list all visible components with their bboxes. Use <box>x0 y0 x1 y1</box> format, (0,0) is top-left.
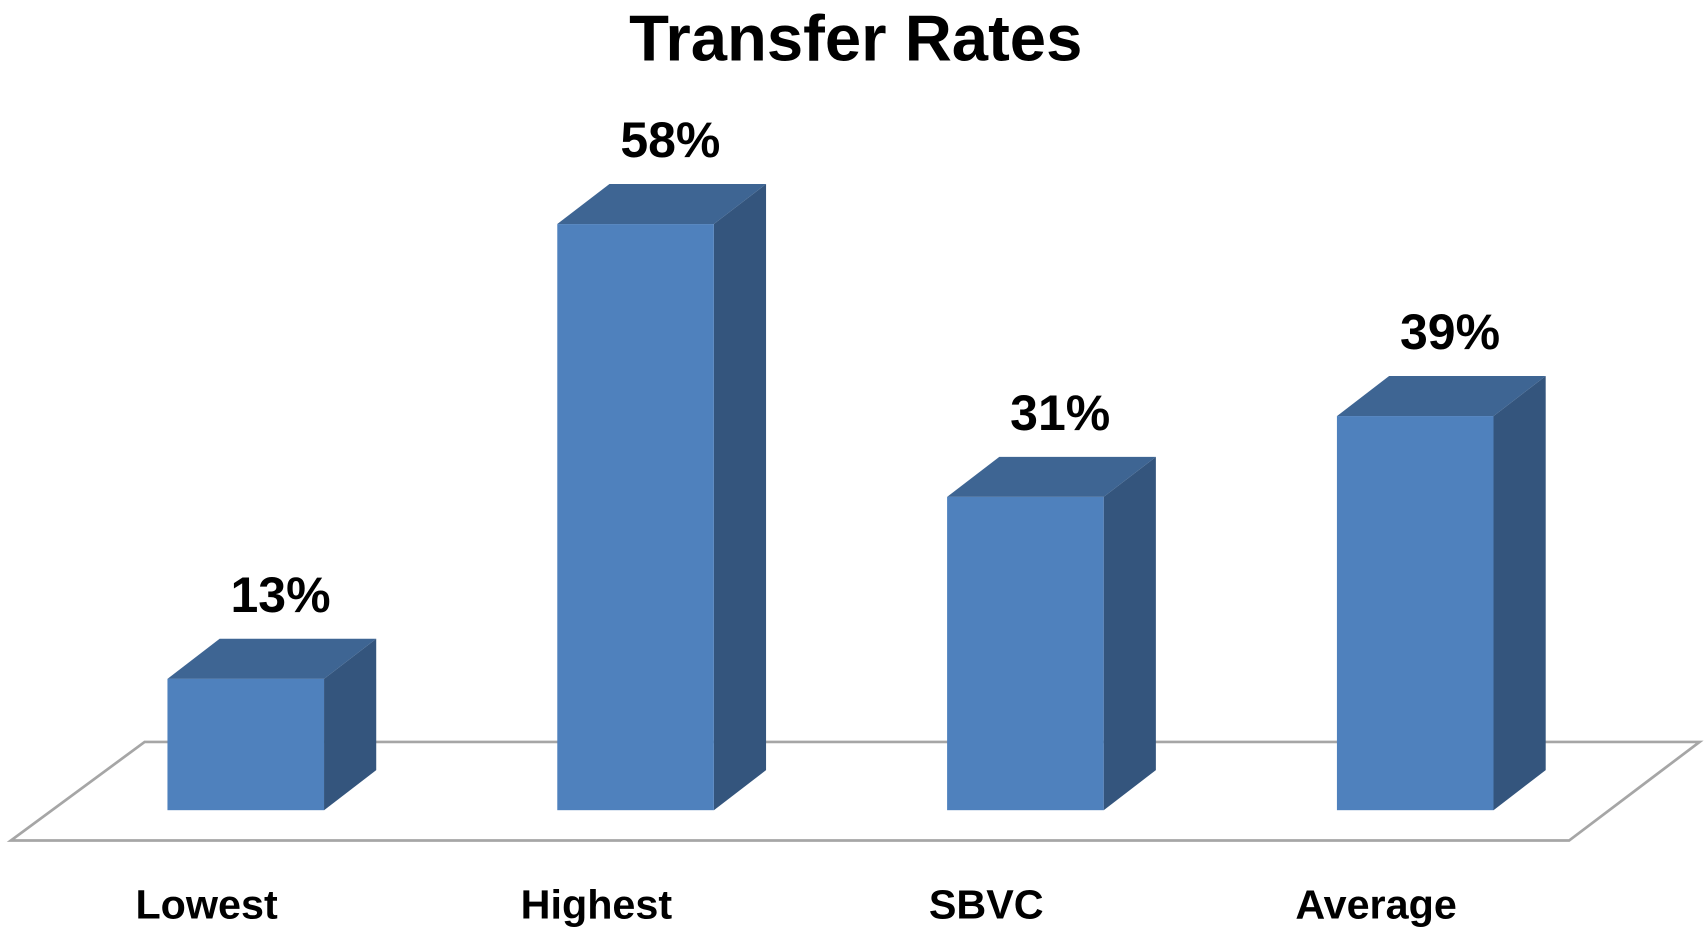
value-label: 13% <box>230 567 330 623</box>
x-tick-label: Lowest <box>135 882 278 928</box>
x-tick-label: Average <box>1295 882 1456 928</box>
x-tick-label: Highest <box>521 882 673 928</box>
bar-side <box>713 183 767 811</box>
value-label: 58% <box>620 112 720 168</box>
bar <box>167 678 325 811</box>
value-label: 31% <box>1010 385 1110 441</box>
chart-title: Transfer Rates <box>629 2 1082 75</box>
bar <box>1336 416 1494 811</box>
bar-top <box>167 638 377 679</box>
floor <box>6 740 1704 842</box>
bar <box>947 496 1104 811</box>
bar-top <box>557 183 767 225</box>
bar-side <box>1103 456 1156 811</box>
bar-top <box>1336 375 1546 417</box>
x-tick-label: SBVC <box>929 882 1044 928</box>
bar-top <box>947 456 1156 497</box>
bar-side <box>1493 375 1546 811</box>
bar <box>557 224 714 811</box>
value-label: 39% <box>1400 304 1500 360</box>
bar-side <box>324 638 377 811</box>
